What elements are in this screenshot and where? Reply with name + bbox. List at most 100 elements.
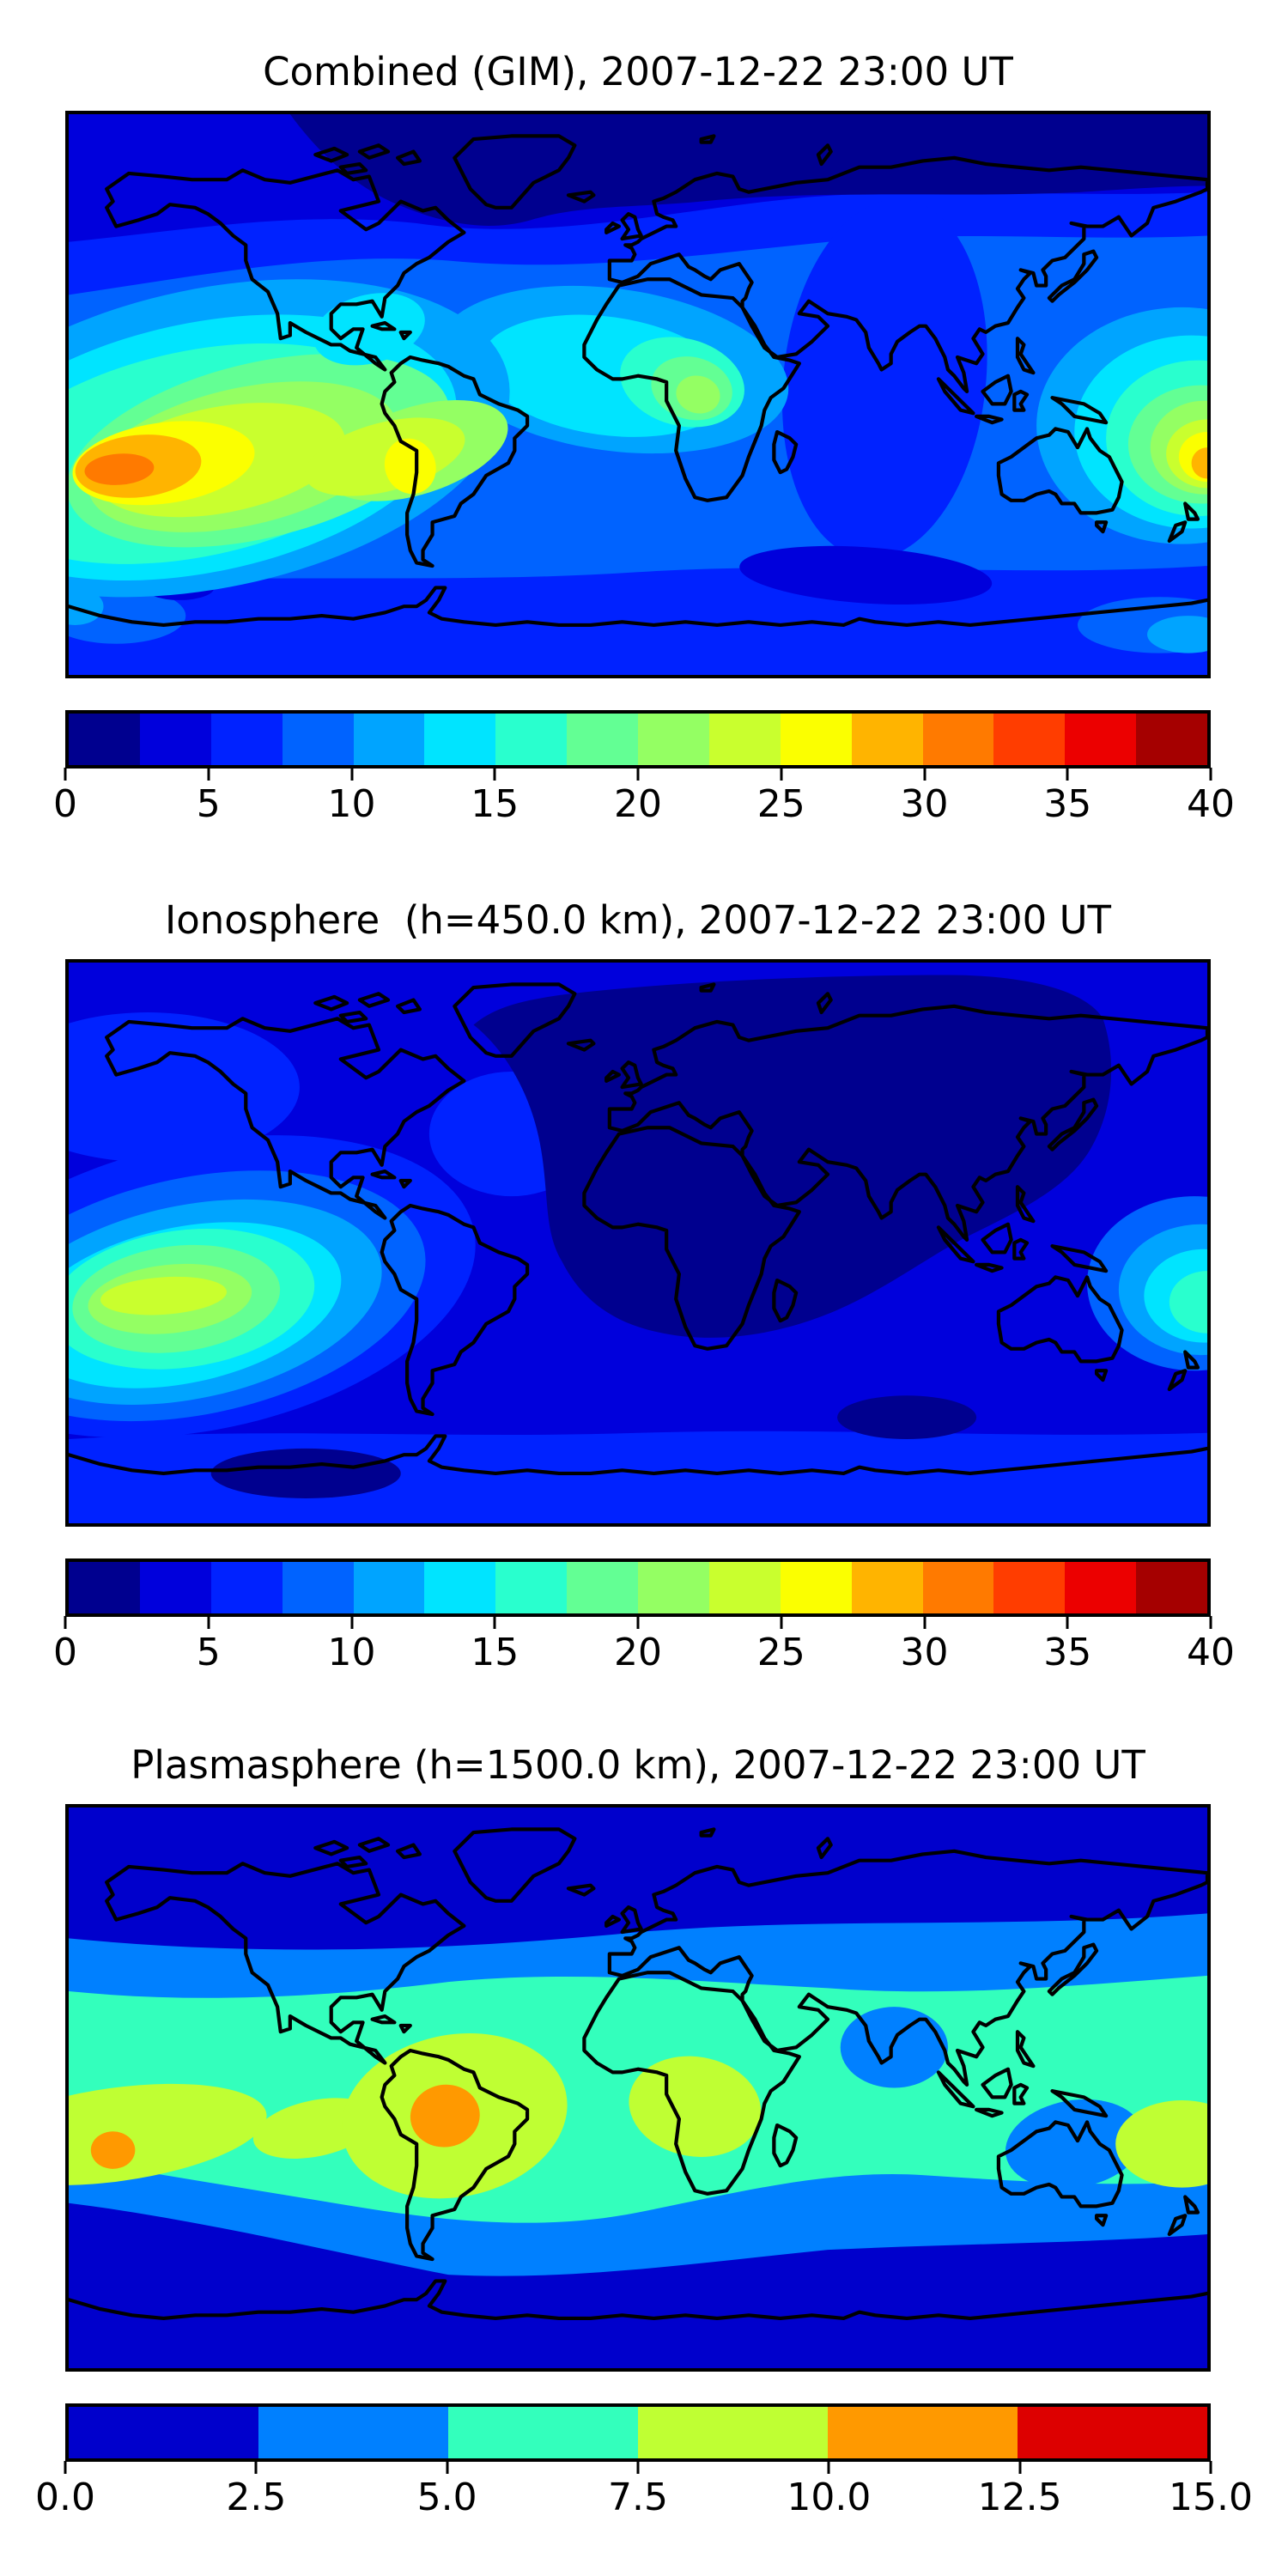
colorbar-tick xyxy=(350,1616,353,1629)
colorbar-tick xyxy=(636,768,640,781)
map-plasmasphere xyxy=(65,1804,1211,2372)
colorbar-tick-label: 35 xyxy=(1043,782,1092,826)
colorbar-segment xyxy=(282,714,354,765)
colorbar-segment xyxy=(448,2407,638,2458)
colorbar-segment xyxy=(69,714,140,765)
colorbar-tick xyxy=(827,2461,830,2474)
colorbar-tick-label: 40 xyxy=(1187,1631,1235,1674)
colorbar-tick xyxy=(636,2461,640,2474)
colorbar-tick xyxy=(350,768,353,781)
contour-region xyxy=(837,1395,977,1440)
colorbar-segment xyxy=(495,714,568,765)
contour-region xyxy=(676,375,720,414)
colorbar-tick xyxy=(493,1616,496,1629)
colorbar-segment xyxy=(210,1562,283,1613)
colorbar-segment xyxy=(1018,2407,1207,2458)
colorbar-tick xyxy=(923,1616,926,1629)
contour-region xyxy=(1147,616,1207,653)
colorbar-segment xyxy=(69,1562,140,1613)
colorbar-segment xyxy=(282,1562,354,1613)
contour-region xyxy=(1191,447,1207,479)
colorbar-segment xyxy=(922,714,994,765)
colorbar-tick xyxy=(64,768,67,781)
coastlines xyxy=(105,982,1207,1417)
colorbar-tick-label: 40 xyxy=(1187,782,1235,826)
colorbar-segment xyxy=(638,714,709,765)
colorbar-ionosphere xyxy=(65,1558,1211,1617)
contour-region xyxy=(410,2084,480,2148)
colorbar-segment xyxy=(424,1562,496,1613)
colorbar-segment xyxy=(567,1562,638,1613)
colorbar-segment xyxy=(922,1562,994,1613)
panel-combined-gim: Combined (GIM), 2007-12-22 23:00 UT 0 5 10… xyxy=(0,0,1288,847)
colorbar-tick-label: 5 xyxy=(196,1631,221,1674)
contour-region xyxy=(781,198,987,559)
colorbar-tick xyxy=(64,2461,67,2474)
colorbar-segment xyxy=(424,714,496,765)
colorbar-tick xyxy=(1018,2461,1022,2474)
colorbar-segment xyxy=(993,1562,1066,1613)
colorbar-ticks xyxy=(64,1615,1212,1631)
colorbar-segment xyxy=(708,1562,781,1613)
colorbar-tick xyxy=(780,1616,783,1629)
colorbar-tick-label: 7.5 xyxy=(608,2476,668,2519)
colorbar-tick-label: 0.0 xyxy=(35,2476,95,2519)
colorbar-segment xyxy=(495,1562,568,1613)
contour-region xyxy=(100,1276,228,1315)
map-combined-gim xyxy=(65,111,1211,678)
colorbar-tick-label: 12.5 xyxy=(977,2476,1062,2519)
colorbar-tick-label: 2.5 xyxy=(226,2476,287,2519)
colorbar-tick xyxy=(923,768,926,781)
colorbar-segment xyxy=(638,2407,828,2458)
colorbar-tick xyxy=(1066,1616,1069,1629)
panel-plasmasphere: Plasmasphere (h=1500.0 km), 2007-12-22 2… xyxy=(0,1693,1288,2540)
colorbar-segment xyxy=(567,714,638,765)
contour-region xyxy=(210,1448,401,1498)
colorbar-tick xyxy=(207,768,210,781)
contour-region xyxy=(69,1012,300,1163)
colorbar-segment xyxy=(780,1562,852,1613)
colorbar-segment xyxy=(851,1562,923,1613)
colorbar-segment xyxy=(993,714,1066,765)
map-ionosphere xyxy=(65,959,1211,1527)
antarctica-coastline xyxy=(69,1434,1207,1476)
colorbar-tick-label: 15 xyxy=(471,782,519,826)
colorbar-ticks xyxy=(64,767,1212,782)
antarctica-coastline xyxy=(69,586,1207,628)
colorbar-segment xyxy=(353,714,425,765)
contour-field xyxy=(69,963,1207,1523)
colorbar-tick xyxy=(64,1616,67,1629)
colorbar-labels: 0.0 2.5 5.0 7.5 10.0 12.5 15.0 xyxy=(35,2476,1253,2523)
antarctica-coastline xyxy=(69,2279,1207,2321)
colorbar-segment xyxy=(258,2407,448,2458)
colorbar-tick-label: 0 xyxy=(53,1631,77,1674)
colorbar-plasmasphere xyxy=(65,2403,1211,2462)
panel-title: Combined (GIM), 2007-12-22 23:00 UT xyxy=(263,49,1013,94)
colorbar-tick-label: 0 xyxy=(53,782,77,826)
colorbar-segment xyxy=(1065,714,1137,765)
colorbar-tick-label: 30 xyxy=(900,1631,949,1674)
colorbar-segment xyxy=(139,1562,211,1613)
colorbar-segment xyxy=(1136,1562,1207,1613)
contour-region xyxy=(90,2131,136,2169)
colorbar-segment xyxy=(1065,1562,1137,1613)
colorbar-tick xyxy=(780,768,783,781)
contour-region xyxy=(84,453,155,485)
colorbar-tick xyxy=(1209,768,1212,781)
contour-region xyxy=(629,2056,762,2157)
contour-region xyxy=(384,438,436,495)
contour-field xyxy=(69,114,1207,675)
colorbar-tick-label: 25 xyxy=(756,782,805,826)
colorbar-tick-label: 10 xyxy=(327,782,376,826)
contour-field xyxy=(69,1807,1207,2368)
coastlines xyxy=(105,134,1207,568)
contour-region xyxy=(1115,2100,1207,2188)
colorbar-tick xyxy=(446,2461,449,2474)
colorbar-segment xyxy=(1136,714,1207,765)
colorbar-tick xyxy=(1209,1616,1212,1629)
colorbar-tick xyxy=(207,1616,210,1629)
colorbar-tick-label: 20 xyxy=(614,1631,662,1674)
colorbar-segment xyxy=(353,1562,425,1613)
colorbar-tick-label: 15 xyxy=(471,1631,519,1674)
